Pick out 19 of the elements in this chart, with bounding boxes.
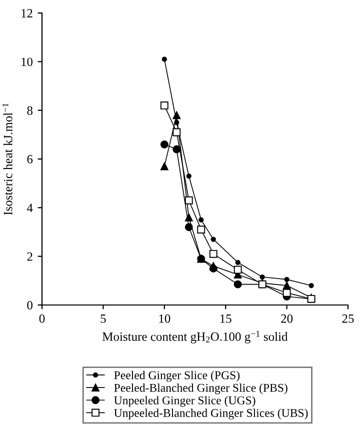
y-tick-label: 0: [27, 301, 32, 310]
y-tick-label: 4: [26, 204, 33, 212]
y-axis-title: Isosteric heat kJ.mol$^{−1}$: [2, 103, 12, 215]
y-tick-label: 2: [27, 252, 32, 261]
legend-label: Unpeeled-Blanched Ginger Slices (UBS): [114, 408, 308, 420]
y-tick-label: 8: [27, 106, 32, 115]
x-axis-title: Moisture content gH$_{2}$O.100 g$^{−1}$ solid: [102, 330, 288, 344]
x-tick-label: 20: [281, 314, 293, 323]
x-tick-label: 0: [39, 314, 45, 323]
y-tick-label: 10: [22, 58, 32, 66]
y-tick-label: 6: [27, 155, 33, 164]
x-tick-label: 10: [159, 314, 170, 323]
x-tick-label: 5: [100, 314, 106, 323]
legend-label: Unpeeled Ginger Slice (UGS): [114, 396, 256, 407]
x-tick-label: 25: [342, 314, 354, 323]
y-tick-label: 12: [22, 9, 32, 18]
legend-label: Peeled Ginger Slice (PGS): [114, 370, 240, 382]
x-tick-label: 15: [220, 314, 232, 323]
legend-label: Peeled-Blanched Ginger Slice (PBS): [114, 383, 288, 394]
